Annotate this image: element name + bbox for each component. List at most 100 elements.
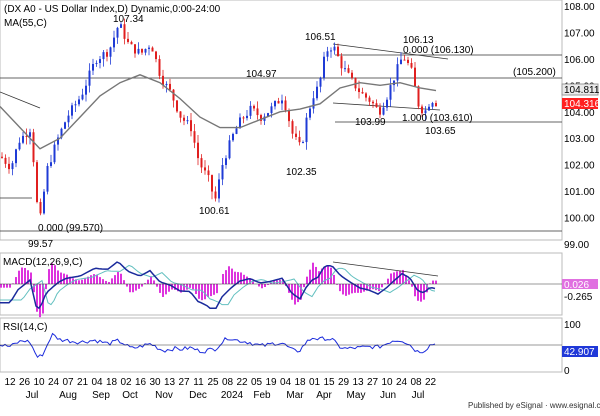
candle-body [180, 111, 182, 117]
candle-body [99, 59, 101, 63]
x-tick-day: 13 [352, 377, 364, 388]
macd-histogram-bar [123, 280, 125, 284]
candle-body [246, 116, 248, 118]
candle-body [145, 49, 147, 53]
macd-histogram-bar [306, 277, 308, 284]
candle-body [131, 42, 133, 44]
candle-body [222, 165, 224, 179]
macd-histogram-bar [60, 273, 62, 284]
x-tick-day: 05 [251, 377, 263, 388]
candle-body [43, 192, 45, 214]
macd-histogram-bar [3, 284, 5, 288]
price-annotation: 99.57 [28, 239, 53, 250]
macd-histogram-bar [357, 284, 359, 293]
candle-body [295, 134, 297, 137]
candle-body [351, 73, 353, 78]
candle-body [141, 49, 143, 53]
candle-body [82, 95, 84, 100]
candle-body [33, 132, 35, 162]
candle-body [75, 104, 77, 105]
price-y-axis: 108.00107.00106.00105.00104.00103.00102.… [564, 2, 595, 251]
candle-body [418, 86, 420, 106]
macd-histogram-bar [45, 284, 47, 289]
candle-body [218, 179, 220, 198]
candle-body [386, 100, 388, 108]
macd-histogram-bar [18, 271, 20, 284]
y-tick-label: 100.00 [564, 214, 595, 225]
y-tick-label: 101.00 [564, 187, 595, 198]
macd-histogram-bar [105, 281, 107, 284]
x-tick-day: 16 [135, 377, 147, 388]
candle-body [103, 52, 105, 59]
candle-body [414, 68, 416, 87]
price-annotation: 102.35 [286, 167, 317, 178]
candle-body [288, 110, 290, 121]
x-tick-day: 21 [77, 377, 89, 388]
macd-histogram-bar [363, 284, 365, 292]
macd-histogram-bar [126, 284, 128, 287]
candle-body [92, 64, 94, 71]
x-tick-day: 01 [309, 377, 321, 388]
candle-body [243, 117, 245, 118]
last-price-text: 104.316 [564, 99, 600, 110]
macd-value-2: -0.265 [564, 292, 593, 303]
candle-body [365, 93, 367, 97]
x-tick-month: Mar [286, 390, 304, 401]
macd-histogram-bar [90, 275, 92, 284]
x-tick-day: 15 [323, 377, 335, 388]
candle-body [278, 101, 280, 103]
candle-body [173, 90, 175, 101]
y-tick-label: 108.00 [564, 2, 595, 13]
macd-histogram-bar [102, 279, 104, 284]
macd-histogram-bar [432, 281, 434, 284]
candle-body [348, 68, 350, 73]
macd-histogram-bar [150, 276, 152, 284]
macd-histogram-bar [246, 277, 248, 284]
macd-histogram-bar [9, 284, 11, 288]
macd-histogram-bar [84, 278, 86, 284]
candle-body [337, 47, 339, 56]
macd-histogram-bar [24, 268, 26, 284]
macd-histogram-bar [303, 284, 305, 287]
x-tick-day: 19 [265, 377, 277, 388]
macd-histogram-bar [324, 266, 326, 284]
candle-body [316, 87, 318, 99]
candle-body [8, 164, 10, 169]
price-annotation: 1.000 (103.610) [402, 113, 473, 124]
rsi-label: RSI(14,C) [3, 322, 47, 333]
chart-title: (DX A0 - US Dollar Index,D) Dynamic,0:00… [4, 4, 221, 15]
price-annotation: 107.34 [113, 14, 144, 25]
macd-histogram-bar [315, 267, 317, 284]
macd-histogram-bar [399, 271, 401, 284]
candle-body [292, 121, 294, 134]
macd-histogram-bar [297, 284, 299, 302]
candle-body [232, 134, 234, 140]
candle-body [390, 85, 392, 100]
candle-body [306, 118, 308, 142]
candle-body [313, 98, 315, 108]
macd-histogram-bar [192, 284, 194, 289]
candle-body [96, 63, 98, 64]
candle-body [372, 102, 374, 103]
candle-body [197, 143, 199, 158]
candle-body [176, 101, 178, 112]
candle-body [302, 142, 304, 143]
footer-credit: Published by eSignal · www.esignal.com [468, 401, 600, 410]
candle-body [54, 145, 56, 163]
macd-histogram-bar [138, 284, 140, 289]
x-tick-month: Aug [59, 390, 77, 401]
candle-body [334, 47, 336, 51]
candle-body [404, 60, 406, 61]
macd-histogram-bar [156, 284, 158, 287]
macd-histogram-bar [228, 266, 230, 284]
candle-body [358, 88, 360, 92]
x-tick-month: Feb [253, 390, 271, 401]
candle-body [411, 63, 413, 68]
candle-body [187, 120, 189, 121]
macd-histogram-bar [372, 284, 374, 289]
x-tick-day: 22 [236, 377, 248, 388]
candle-body [71, 105, 73, 115]
macd-histogram-bar [207, 284, 209, 297]
macd-histogram-bar [153, 280, 155, 284]
